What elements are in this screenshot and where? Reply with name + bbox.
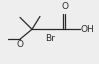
Text: Br: Br <box>45 34 55 43</box>
Text: O: O <box>61 2 69 11</box>
Text: O: O <box>17 40 23 49</box>
Text: OH: OH <box>81 25 95 34</box>
